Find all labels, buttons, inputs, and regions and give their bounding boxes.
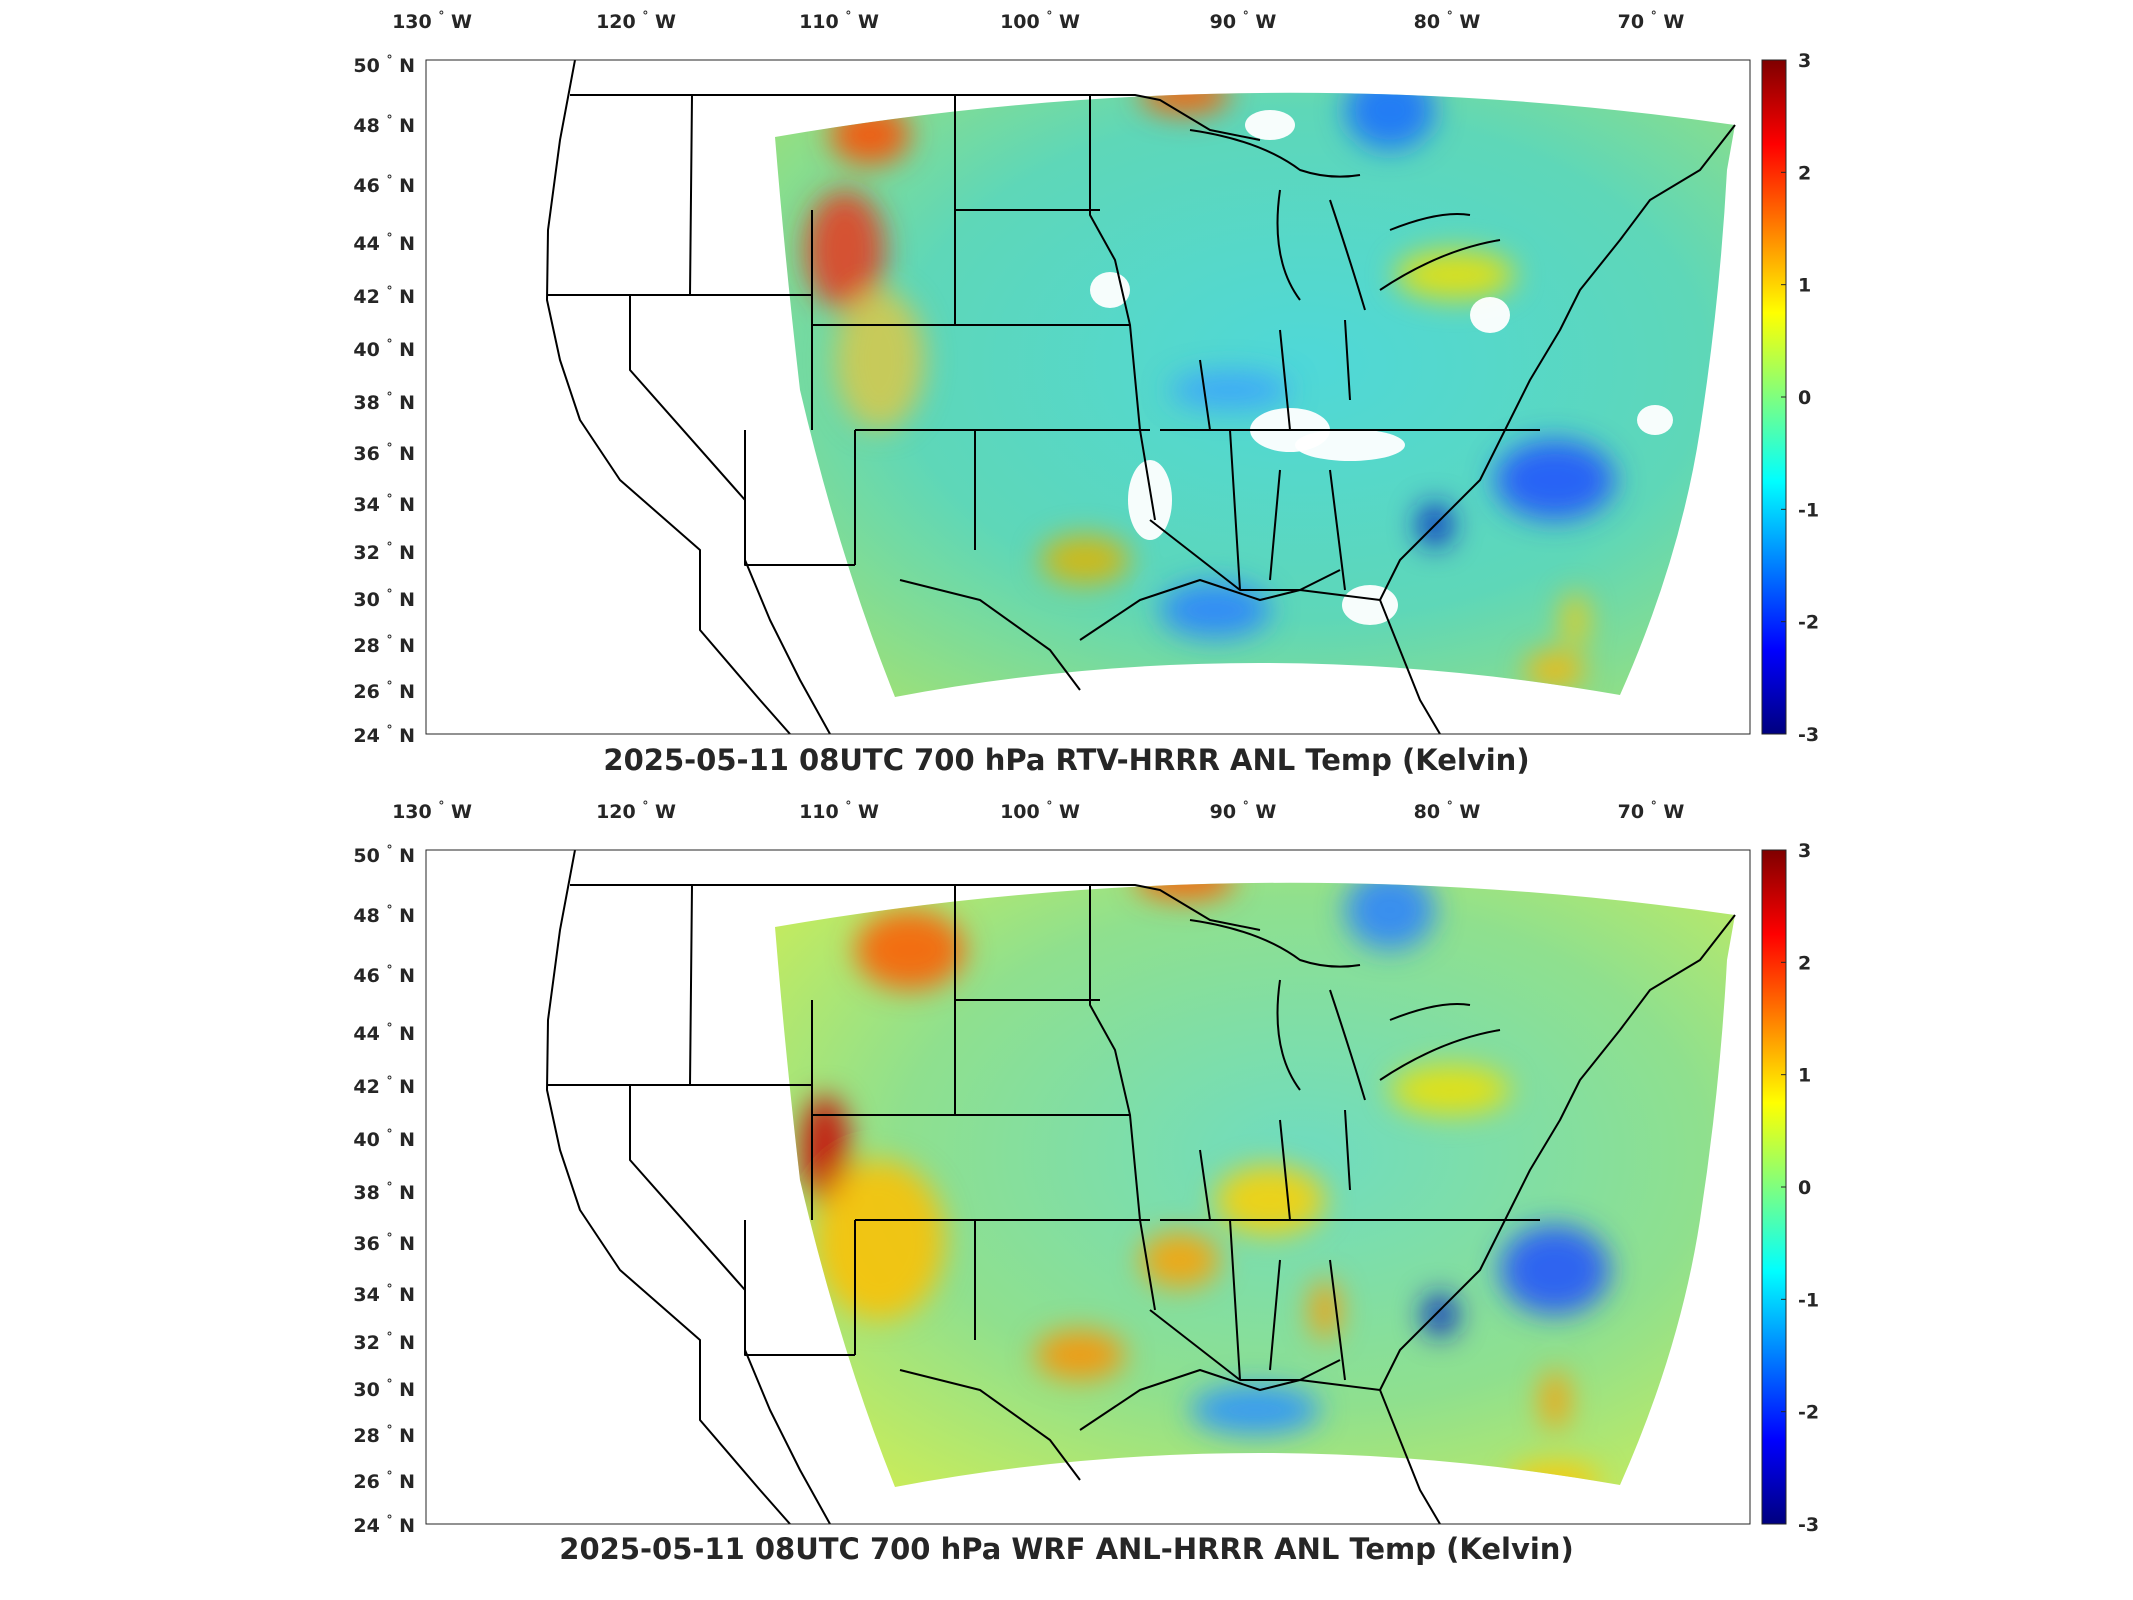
lon-tick-label: 90 ° W — [1210, 9, 1277, 33]
anomaly-blob — [805, 190, 885, 310]
lat-tick-label: 44 ° N — [353, 231, 415, 255]
lat-tick-label: 38 ° N — [353, 390, 415, 414]
colorbar-tick-label: -2 — [1798, 1402, 1819, 1424]
anomaly-blob — [1525, 652, 1585, 688]
anomaly-blob — [1422, 1293, 1458, 1337]
colorbar-tick-label: 3 — [1798, 50, 1811, 72]
lat-tick-label: 24 ° N — [353, 723, 415, 747]
lat-tick-label: 28 ° N — [353, 1423, 415, 1447]
anomaly-blob — [835, 290, 925, 430]
lon-tick-label: 100 ° W — [1000, 799, 1080, 823]
colorbar-tick-label: 1 — [1798, 1065, 1811, 1087]
lon-tick-label: 130 ° W — [392, 9, 472, 33]
lat-tick-label: 48 ° N — [353, 113, 415, 137]
lat-tick-label: 26 ° N — [353, 1469, 415, 1493]
anomaly-blob — [1215, 1165, 1325, 1235]
lat-tick-label: 50 ° N — [353, 843, 415, 867]
lon-tick-label: 100 ° W — [1000, 9, 1080, 33]
lat-tick-label: 32 ° N — [353, 1330, 415, 1354]
lat-tick-label: 42 ° N — [353, 1074, 415, 1098]
lat-tick-label: 48 ° N — [353, 903, 415, 927]
lat-tick-label: 38 ° N — [353, 1180, 415, 1204]
lat-tick-label: 44 ° N — [353, 1021, 415, 1045]
top-map-title: 2025-05-11 08UTC 700 hPa RTV-HRRR ANL Te… — [603, 743, 1530, 777]
lat-tick-label: 32 ° N — [353, 540, 415, 564]
missing-data-patch — [1637, 405, 1673, 435]
lat-tick-label: 36 ° N — [353, 441, 415, 465]
lat-tick-label: 50 ° N — [353, 53, 415, 77]
bottom-map-figure: 130 ° W 120 ° W 110 ° W 100 ° W 90 ° W 80 ° W… — [353, 799, 1819, 1537]
lon-tick-label: 120 ° W — [596, 799, 676, 823]
map-borders — [546, 60, 1736, 734]
colorbar-tick-label: 2 — [1798, 162, 1811, 184]
map-borders — [546, 850, 1736, 1524]
missing-data-patch — [1470, 297, 1510, 333]
lon-tick-label: 110 ° W — [799, 799, 879, 823]
missing-data-patch — [1128, 460, 1172, 540]
top-map-figure: 130 ° W 120 ° W 110 ° W 100 ° W 90 ° W 80 ° W… — [353, 9, 1819, 747]
anomaly-blob — [1310, 1280, 1340, 1340]
lat-tick-label: 40 ° N — [353, 337, 415, 361]
colorbar-tick-label: -2 — [1798, 612, 1819, 634]
colorbar-tick-label: 3 — [1798, 840, 1811, 862]
colorbar-tick-label: 0 — [1798, 387, 1811, 409]
anomaly-blob — [1395, 250, 1515, 300]
anomaly-blob — [1390, 1065, 1510, 1115]
lon-tick-label: 120 ° W — [596, 9, 676, 33]
lat-tick-label: 40 ° N — [353, 1127, 415, 1151]
lon-tick-label: 90 ° W — [1210, 799, 1277, 823]
colorbar-tick-label: -3 — [1798, 724, 1819, 746]
lat-tick-label: 26 ° N — [353, 679, 415, 703]
anomaly-blob — [1345, 92, 1435, 150]
anomaly-blob — [855, 910, 965, 990]
colorbar-tick-label: 0 — [1798, 1177, 1811, 1199]
colorbar-tick-label: 2 — [1798, 952, 1811, 974]
anomaly-blob — [1190, 1385, 1320, 1435]
anomaly-blob — [1140, 1232, 1220, 1288]
map-axes-frame — [425, 59, 1751, 735]
lon-tick-label: 110 ° W — [799, 9, 879, 33]
anomaly-blob — [1495, 440, 1615, 520]
lat-tick-label: 34 ° N — [353, 492, 415, 516]
lat-tick-label: 30 ° N — [353, 1377, 415, 1401]
lat-tick-label: 34 ° N — [353, 1282, 415, 1306]
anomaly-blob — [1500, 1225, 1610, 1315]
lat-tick-label: 46 ° N — [353, 173, 415, 197]
lat-tick-label: 28 ° N — [353, 633, 415, 657]
anomaly-blob — [815, 1160, 945, 1320]
anomaly-blob — [1170, 372, 1290, 408]
colorbar-tick-label: -1 — [1798, 499, 1819, 521]
lon-tick-label: 80 ° W — [1414, 799, 1481, 823]
lat-tick-label: 42 ° N — [353, 284, 415, 308]
anomaly-blob — [1345, 882, 1435, 950]
anomaly-blob — [1563, 592, 1587, 648]
colorbar-tick-label: 1 — [1798, 275, 1811, 297]
lat-tick-label: 30 ° N — [353, 587, 415, 611]
lon-tick-label: 130 ° W — [392, 799, 472, 823]
anomaly-blob — [1160, 582, 1270, 638]
colorbar-tick-label: -1 — [1798, 1289, 1819, 1311]
colorbar-tick-label: -3 — [1798, 1514, 1819, 1536]
anomaly-blob — [1040, 535, 1130, 585]
lat-tick-label: 36 ° N — [353, 1231, 415, 1255]
lon-tick-label: 70 ° W — [1618, 9, 1685, 33]
anomaly-blob — [1541, 1370, 1569, 1430]
bottom-map-title: 2025-05-11 08UTC 700 hPa WRF ANL-HRRR AN… — [559, 1532, 1574, 1566]
map-axes-frame — [425, 849, 1751, 1525]
anomaly-blob — [1140, 92, 1230, 115]
lat-tick-label: 24 ° N — [353, 1513, 415, 1537]
lon-tick-label: 80 ° W — [1414, 9, 1481, 33]
lon-tick-label: 70 ° W — [1618, 799, 1685, 823]
missing-data-patch — [1295, 429, 1405, 461]
missing-data-patch — [1342, 585, 1398, 625]
missing-data-patch — [1245, 110, 1295, 140]
bottom-map-panel: 130 ° W 120 ° W 110 ° W 100 ° W 90 ° W 80 ° W… — [0, 790, 2133, 1600]
top-map-panel: 130 ° W 120 ° W 110 ° W 100 ° W 90 ° W 80 ° W… — [0, 0, 2133, 790]
lat-tick-label: 46 ° N — [353, 963, 415, 987]
anomaly-blob — [1035, 1330, 1125, 1380]
